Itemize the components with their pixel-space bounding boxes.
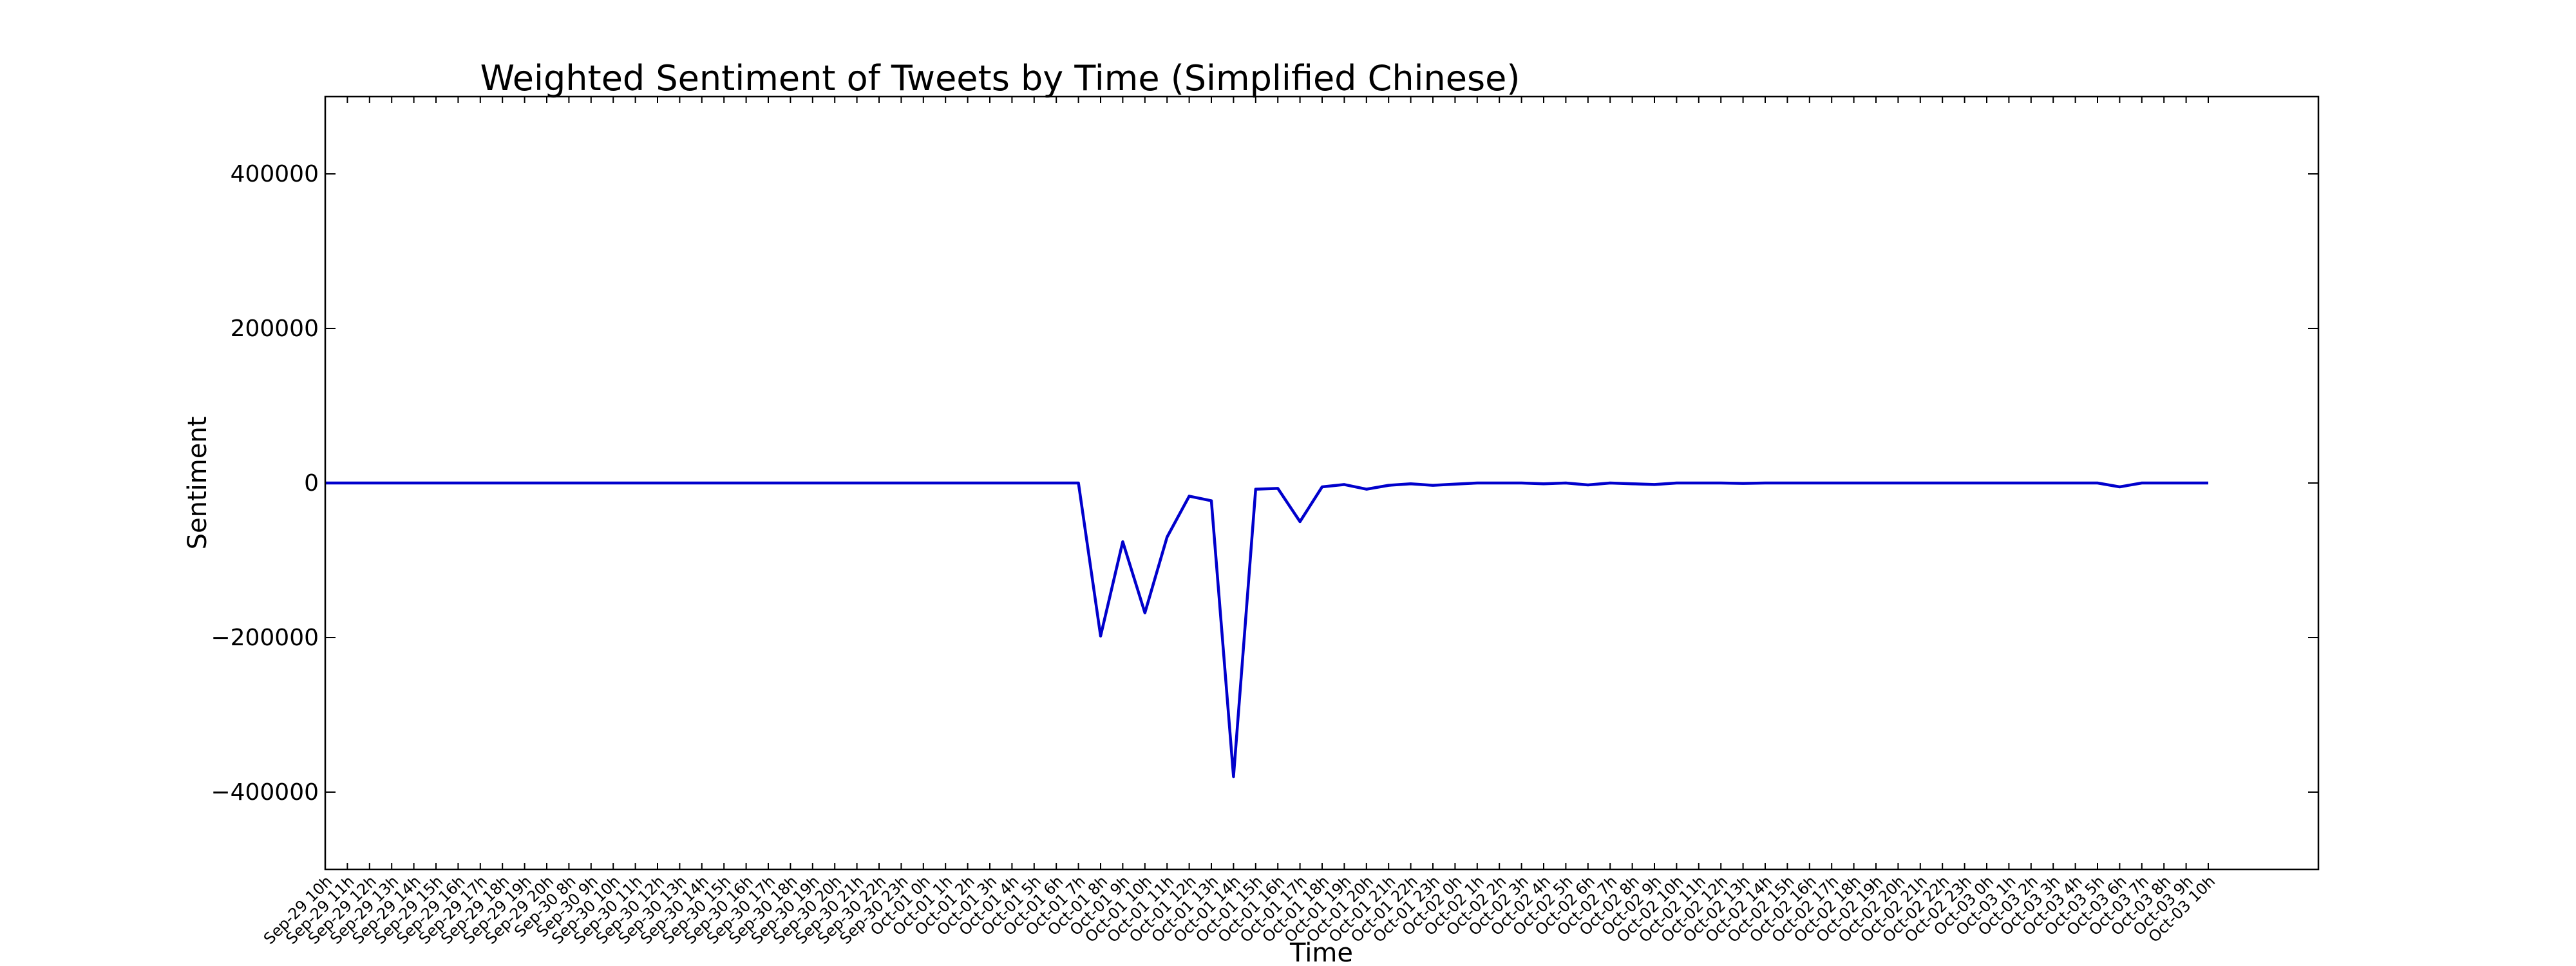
- series-layer: [325, 481, 2208, 779]
- y-tick-label: −400000: [211, 779, 319, 806]
- y-tick-label: 0: [304, 470, 319, 497]
- x-axis-label: Time: [1289, 938, 1353, 966]
- y-axis-label: Sentiment: [183, 417, 213, 550]
- series-line: [325, 481, 2208, 779]
- y-tick-label: 400000: [231, 161, 319, 187]
- y-tick-label: −200000: [211, 625, 319, 651]
- y-axis-ticks: −400000 −200000 0 200000 400000: [211, 161, 2318, 806]
- y-tick-label: 200000: [231, 316, 319, 342]
- plot-area-frame: [324, 95, 2320, 871]
- chart-title: Weighted Sentiment of Tweets by Time (Si…: [480, 58, 1520, 99]
